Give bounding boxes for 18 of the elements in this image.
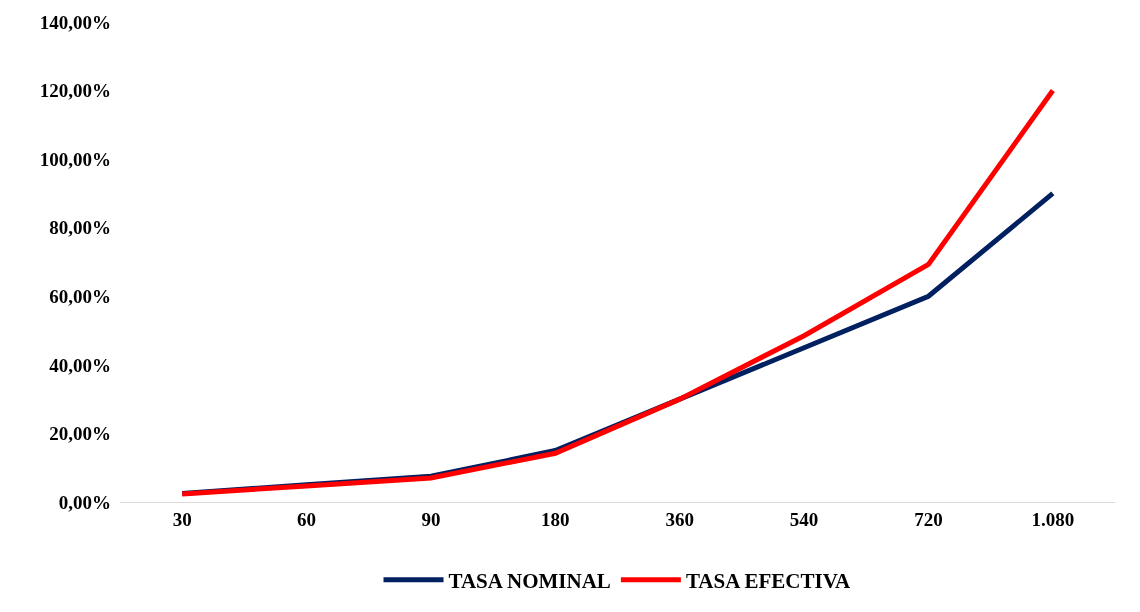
legend-label: TASA EFECTIVA: [685, 568, 852, 593]
y-tick-label: 140,00%: [39, 11, 111, 33]
x-tick-label: 1.080: [1031, 508, 1075, 530]
x-tick-label: 60: [297, 508, 317, 530]
y-tick-label: 20,00%: [49, 423, 111, 445]
x-tick-label: 720: [914, 508, 943, 530]
y-tick-label: 40,00%: [49, 354, 111, 376]
y-tick-label: 120,00%: [39, 80, 111, 102]
y-tick-label: 0,00%: [58, 491, 111, 513]
y-tick-label: 80,00%: [49, 217, 111, 239]
x-tick-label: 90: [421, 508, 441, 530]
x-tick-label: 30: [172, 508, 192, 530]
y-tick-label: 60,00%: [49, 285, 111, 307]
x-tick-label: 360: [665, 508, 694, 530]
y-tick-label: 100,00%: [39, 148, 111, 170]
x-tick-label: 180: [541, 508, 570, 530]
legend-label: TASA NOMINAL: [448, 568, 611, 593]
x-tick-label: 540: [789, 508, 819, 530]
